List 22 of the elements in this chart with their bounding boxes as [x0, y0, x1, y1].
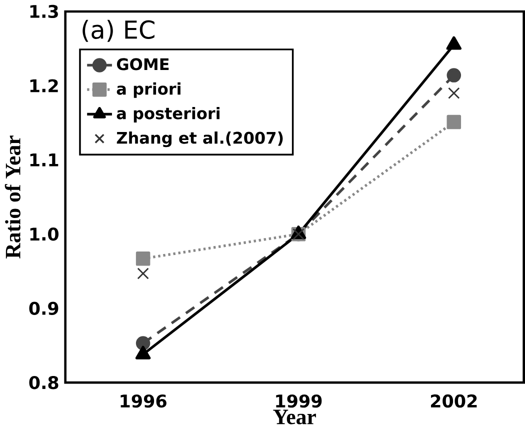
legend-label: Zhang et al.(2007) [116, 131, 283, 148]
y-tick-label: 0.8 [29, 376, 58, 390]
x-tick-label: 1999 [276, 394, 322, 408]
y-tick-label: 1.1 [30, 153, 58, 166]
y-tick-label: 1.0 [30, 227, 59, 241]
point [137, 268, 149, 280]
x-tick-label: 1996 [120, 394, 166, 408]
y-tick-label: 1.3 [30, 4, 58, 18]
chart-title: (a) EC [82, 20, 154, 42]
legend-label: a posteriori [116, 106, 220, 122]
x-axis-title: Year [273, 410, 316, 424]
legend-label: GOME [116, 58, 169, 70]
point [136, 251, 150, 266]
y-tick-label: 1.2 [30, 79, 58, 92]
y-tick-label: 0.9 [29, 302, 58, 315]
point [446, 114, 462, 130]
point [448, 87, 460, 99]
y-axis-title: Ratio of Year [4, 136, 20, 258]
legend-label: a priori [116, 82, 180, 98]
x-tick-label: 2002 [430, 394, 477, 408]
point [446, 68, 462, 82]
point [136, 336, 150, 350]
